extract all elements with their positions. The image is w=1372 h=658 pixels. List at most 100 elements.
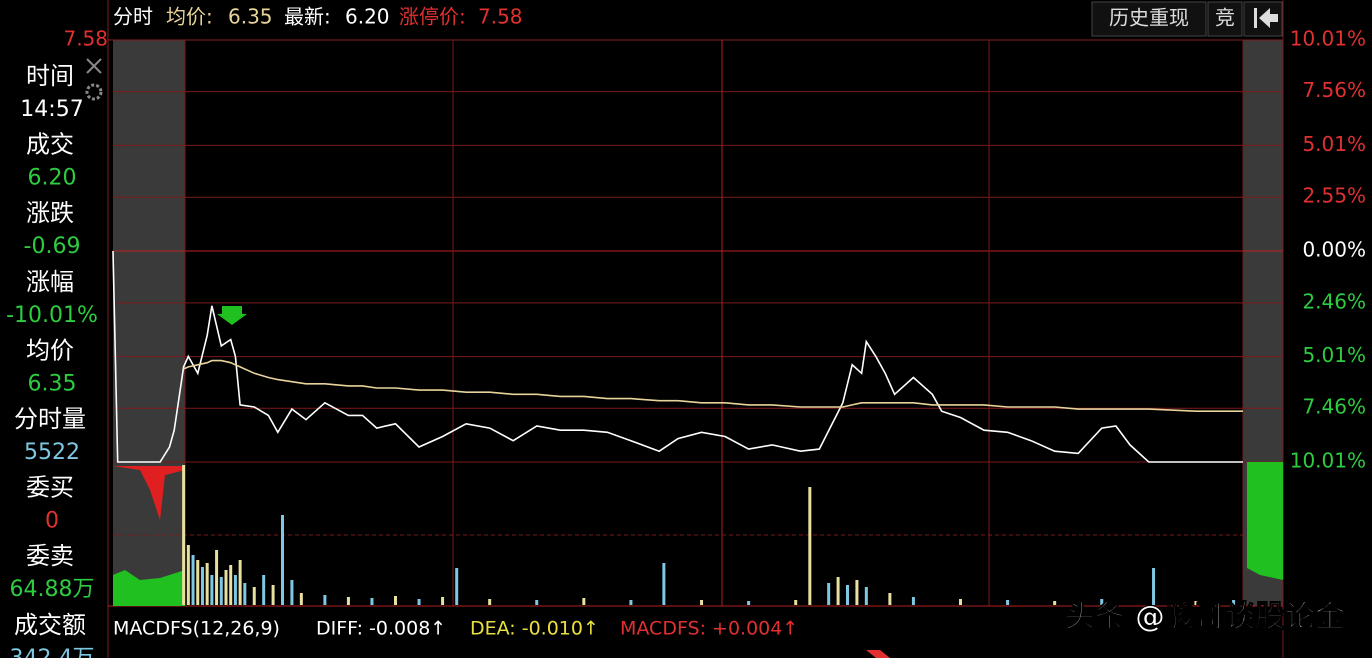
y-tick-label: 0.00% — [1302, 238, 1366, 262]
sidebar-value: 5522 — [24, 440, 80, 465]
sidebar-value: 14:57 — [20, 97, 83, 122]
volume-bar — [1100, 599, 1104, 605]
volume-bar — [370, 598, 374, 605]
sell-signal-arrow — [217, 306, 247, 325]
sidebar-label: 涨跌 — [26, 199, 74, 227]
volume-bar — [846, 585, 849, 605]
volume-bar — [794, 600, 798, 605]
volume-bar — [196, 560, 200, 605]
volume-bar — [827, 583, 831, 605]
auction-button[interactable] — [1207, 1, 1243, 37]
volume-bar — [455, 568, 459, 605]
sidebar-label: 成交额 — [14, 611, 86, 639]
volume-bar — [219, 577, 223, 605]
auction-button-label[interactable]: 竞 — [1215, 6, 1235, 30]
watermark: 头条 @骏哥谈股论金 — [1065, 600, 1346, 635]
volume-bar — [346, 597, 350, 605]
volume-bar — [747, 601, 751, 605]
macd-row: MACDFS(12,26,9) DIFF: -0.008↑ DEA: -0.01… — [113, 618, 798, 640]
header-avg-label: 均价: — [166, 5, 213, 29]
header-latest: 6.20 — [345, 5, 390, 29]
volume-bar — [700, 600, 704, 605]
header-latest-label: 最新: — [284, 5, 331, 29]
volume-bar — [1006, 600, 1010, 605]
sidebar-label: 涨幅 — [26, 268, 74, 296]
volume-bar — [836, 577, 840, 605]
volume-bar — [394, 596, 397, 605]
macd-bar — [866, 650, 890, 658]
header-limit-label: 涨停价: — [399, 5, 466, 29]
settings-icon[interactable] — [85, 83, 103, 101]
sidebar-limit-price: 7.58 — [63, 27, 108, 51]
volume-bar — [215, 550, 219, 605]
volume-bar — [864, 587, 868, 605]
sidebar-label: 成交 — [26, 131, 74, 159]
volume-bar — [1152, 568, 1156, 605]
volume-bar — [441, 597, 445, 605]
volume-bar — [252, 587, 256, 605]
average-line — [183, 359, 1243, 412]
volume-bar — [582, 598, 586, 605]
volume-bar — [1194, 601, 1198, 605]
sidebar-value: 0 — [45, 509, 59, 534]
macd-macdfs: MACDFS: +0.004↑ — [620, 618, 798, 640]
y-tick-label: 2.46% — [1302, 289, 1366, 313]
sidebar-value: 6.35 — [28, 371, 77, 396]
volume-bar — [808, 487, 812, 605]
volume-bar — [629, 600, 633, 605]
y-tick-label: 7.56% — [1302, 78, 1366, 102]
header-title: 分时 — [113, 5, 153, 29]
volume-bar — [535, 600, 539, 605]
y-tick-label: 10.01% — [1290, 449, 1366, 473]
sidebar-label: 委买 — [26, 474, 74, 502]
volume-bar — [417, 599, 421, 605]
sidebar-label: 均价 — [26, 336, 74, 364]
auction-green-area — [113, 570, 185, 606]
sidebar-value: -10.01% — [6, 303, 98, 328]
back-button[interactable] — [1243, 1, 1283, 37]
sidebar-value: 64.88万 — [10, 577, 95, 602]
volume-bar — [1232, 600, 1236, 605]
volume-bar — [888, 593, 892, 605]
header-limit: 7.58 — [478, 5, 523, 29]
volume-bar — [224, 570, 228, 605]
sidebar-label: 分时量 — [14, 405, 86, 433]
volume-bar — [186, 545, 190, 605]
y-tick-label: 5.01% — [1302, 343, 1366, 367]
after-green-area — [1247, 462, 1283, 580]
y-tick-label: 5.01% — [1302, 132, 1366, 156]
volume-bar — [662, 563, 666, 605]
sidebar-value: -0.69 — [24, 234, 81, 259]
macd-dea: DEA: -0.010↑ — [470, 618, 599, 640]
close-icon[interactable] — [86, 58, 102, 74]
replay-button-label[interactable]: 历史重现 — [1109, 6, 1189, 30]
volume-bar — [243, 583, 247, 605]
volume-bar — [281, 515, 284, 605]
sidebar-value: 342.4万 — [10, 646, 95, 658]
sidebar-label: 时间 — [26, 62, 74, 90]
volume-bar — [855, 580, 859, 605]
auction-red-area — [113, 466, 185, 520]
volume-bar — [271, 585, 275, 605]
volume-bar — [290, 580, 294, 605]
sidebar-label: 委卖 — [26, 542, 74, 570]
replay-button[interactable] — [1091, 1, 1207, 37]
volume-bar — [488, 599, 492, 605]
volume-bar — [191, 555, 195, 605]
volume-bar — [205, 563, 209, 605]
volume-bar — [911, 597, 915, 605]
volume-bar — [299, 593, 303, 605]
macd-name: MACDFS(12,26,9) — [113, 618, 280, 640]
volume-bar — [1053, 601, 1057, 605]
y-tick-label: 10.01% — [1290, 27, 1366, 51]
volume-bar — [182, 465, 186, 605]
volume-bar — [238, 560, 242, 605]
volume-bar — [262, 575, 266, 605]
y-tick-label: 7.46% — [1302, 395, 1366, 419]
price-line — [112, 250, 1243, 463]
volume-bar — [200, 567, 204, 605]
volume-bar — [210, 575, 214, 605]
